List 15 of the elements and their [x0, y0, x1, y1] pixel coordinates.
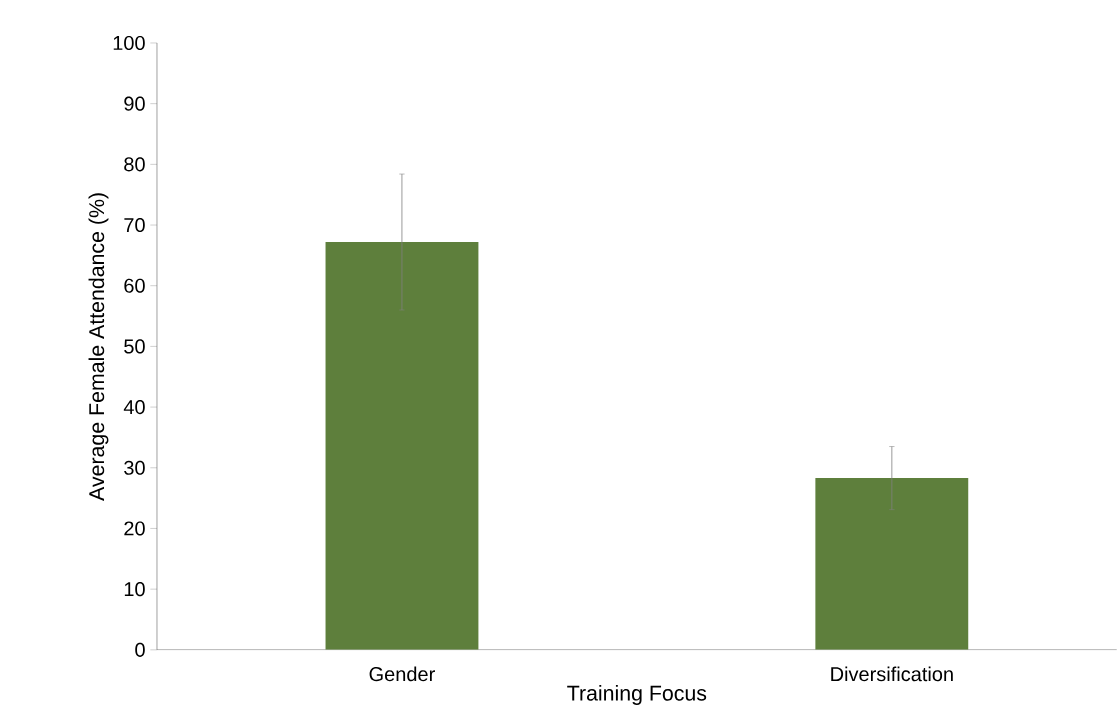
y-tick-label: 10	[124, 582, 145, 597]
y-tick-label: 60	[124, 278, 145, 293]
y-tick-label: 0	[135, 642, 145, 657]
y-tick-label: 70	[124, 218, 145, 233]
y-axis-title: Average Female Attendance (%)	[88, 193, 109, 501]
x-tick-label: Gender	[369, 666, 435, 682]
x-tick-label: Diversification	[831, 666, 953, 682]
y-tick-label: 100	[113, 35, 145, 51]
x-axis-title: Training Focus	[567, 685, 707, 706]
y-tick-label: 40	[123, 400, 145, 415]
y-tick-label: 30	[124, 460, 145, 475]
y-tick-label: 20	[124, 521, 145, 536]
y-tick-label: 90	[124, 96, 145, 111]
y-tick-label: 50	[124, 339, 145, 354]
y-tick-label: 80	[124, 157, 145, 172]
